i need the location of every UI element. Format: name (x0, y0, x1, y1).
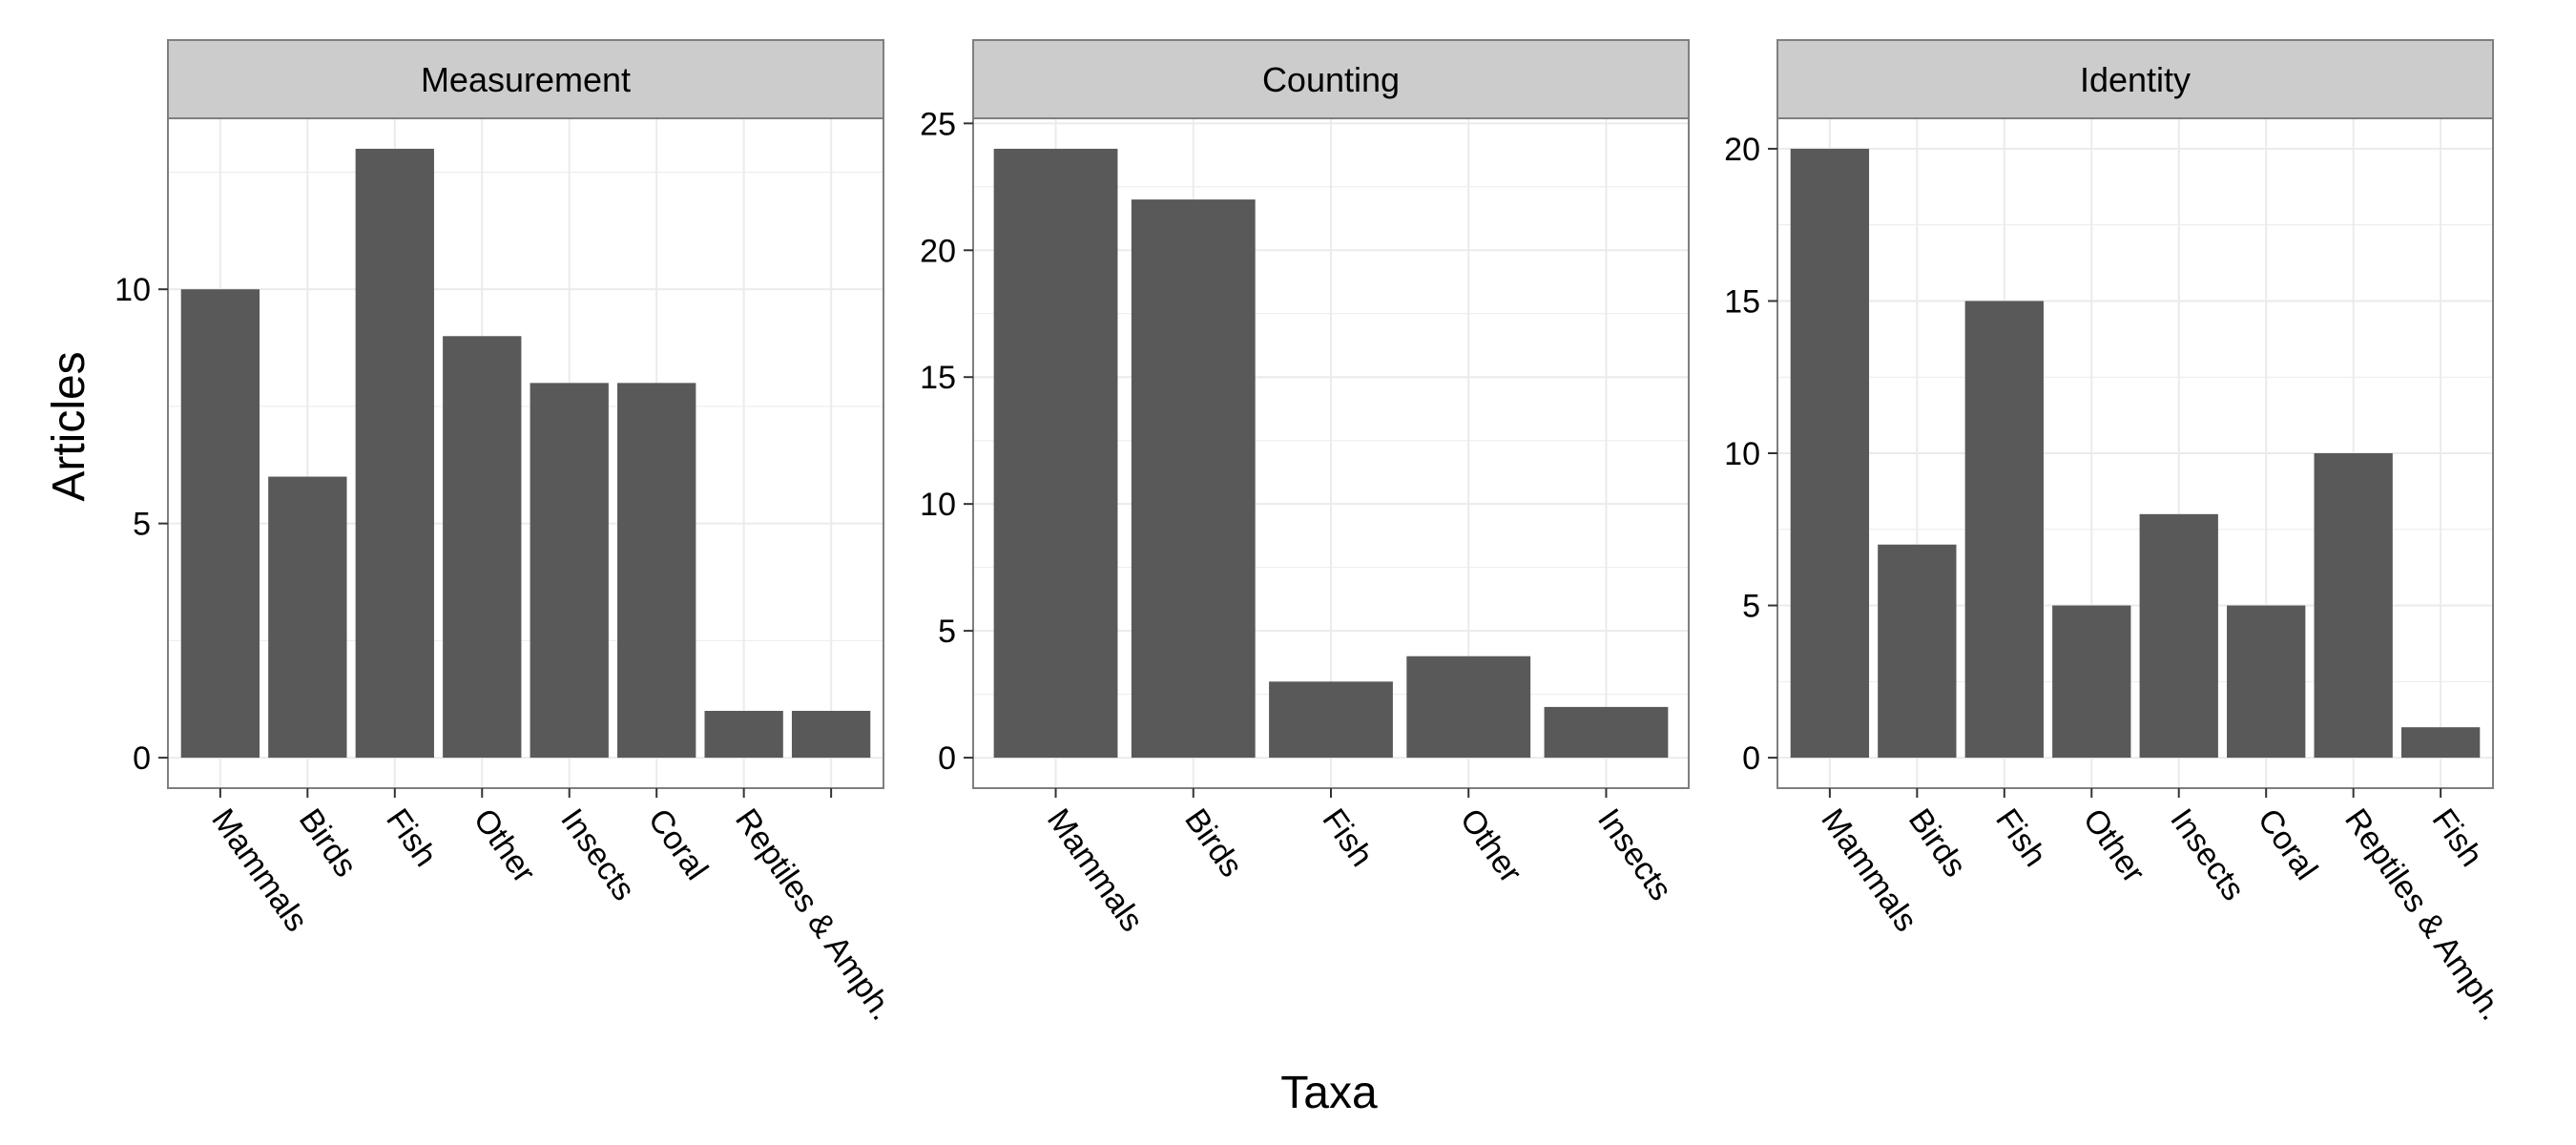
y-tick-label: 15 (920, 360, 956, 396)
y-tick-label: 0 (1742, 740, 1760, 777)
bar-fish (2400, 727, 2481, 759)
x-axis-title: Taxa (1280, 1068, 1378, 1118)
facet-title: Identity (2080, 60, 2191, 99)
y-tick-label: 5 (938, 614, 956, 650)
bar-birds (1878, 544, 1957, 759)
bar-reptiles-amph (2314, 453, 2393, 759)
bar-mammals (180, 289, 260, 759)
bar-fish (1964, 301, 2044, 759)
y-tick-label: 0 (133, 740, 151, 777)
facet-title: Counting (1262, 60, 1400, 99)
y-tick-label: 10 (1724, 436, 1760, 472)
y-axis-title: Articles (44, 351, 94, 501)
y-tick-label: 25 (920, 106, 956, 142)
bar-birds (1131, 199, 1256, 759)
bar-other (1406, 656, 1531, 759)
bar-coral (2227, 605, 2306, 759)
y-tick-label: 0 (938, 740, 956, 777)
bar-insects (2139, 513, 2218, 759)
facet-strip (1776, 39, 2494, 119)
bar-mammals (993, 148, 1118, 759)
y-tick-label: 20 (1724, 132, 1760, 168)
bar-birds (268, 476, 347, 759)
y-tick-label: 5 (1742, 589, 1760, 625)
bar-insects (530, 383, 609, 759)
y-tick-label: 15 (1724, 283, 1760, 320)
facet-title: Measurement (421, 60, 631, 99)
y-tick-label: 5 (133, 507, 151, 543)
bar-coral (617, 383, 696, 759)
bar-other (443, 336, 522, 759)
y-tick-label: 20 (920, 233, 956, 269)
y-tick-label: 10 (114, 272, 151, 308)
bar-fish (1269, 681, 1393, 759)
facet-strip (972, 39, 1690, 119)
y-tick-label: 10 (920, 487, 956, 523)
bar-mammals (1790, 148, 1870, 759)
bar-insects (1544, 706, 1669, 759)
bar-other (2052, 605, 2131, 759)
bar-reptiles-amph (704, 711, 783, 759)
bar-blank (791, 711, 871, 759)
bar-fish (355, 148, 434, 759)
facet-strip (167, 39, 884, 119)
